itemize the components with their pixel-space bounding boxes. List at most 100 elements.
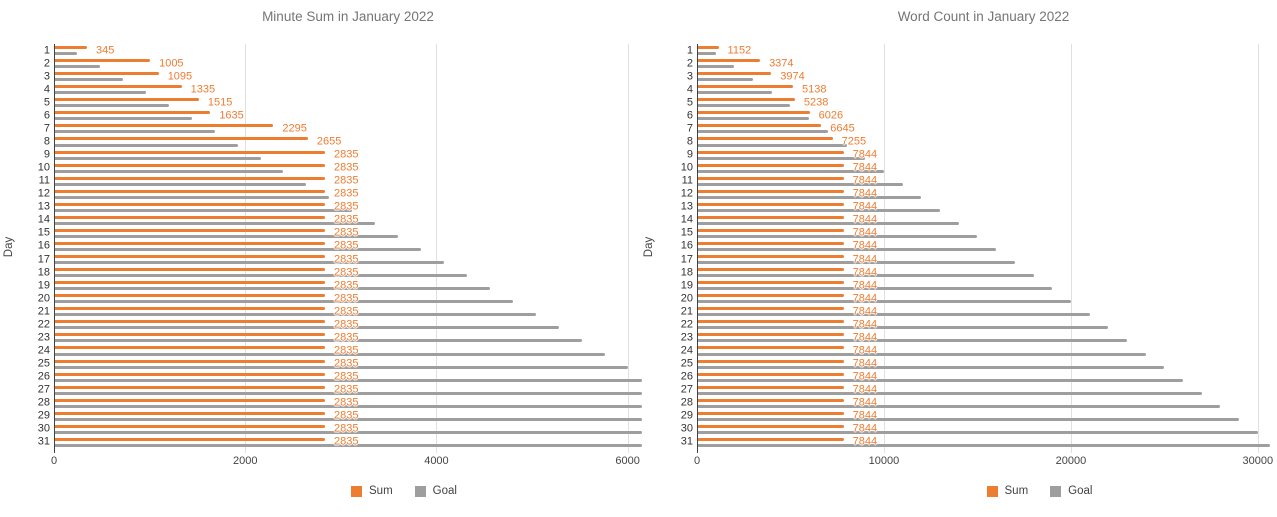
goal-bar[interactable] bbox=[54, 156, 261, 160]
goal-bar[interactable] bbox=[697, 221, 959, 225]
goal-bar[interactable] bbox=[54, 443, 642, 447]
sum-bar[interactable] bbox=[54, 346, 326, 350]
sum-bar[interactable] bbox=[54, 241, 326, 245]
goal-bar[interactable] bbox=[697, 287, 1053, 291]
sum-bar[interactable] bbox=[54, 202, 326, 206]
goal-bar[interactable] bbox=[54, 365, 628, 369]
sum-bar[interactable] bbox=[697, 163, 844, 167]
sum-bar[interactable] bbox=[697, 215, 844, 219]
goal-bar[interactable] bbox=[697, 52, 716, 56]
sum-bar[interactable] bbox=[697, 189, 844, 193]
sum-bar[interactable] bbox=[54, 111, 211, 115]
goal-bar[interactable] bbox=[54, 287, 490, 291]
goal-bar[interactable] bbox=[54, 430, 642, 434]
sum-bar[interactable] bbox=[697, 176, 844, 180]
goal-bar[interactable] bbox=[697, 261, 1015, 265]
sum-bar[interactable] bbox=[54, 98, 199, 102]
sum-bar[interactable] bbox=[697, 281, 844, 285]
sum-bar[interactable] bbox=[697, 124, 822, 128]
goal-bar[interactable] bbox=[697, 78, 754, 82]
goal-bar[interactable] bbox=[697, 143, 847, 147]
sum-bar[interactable] bbox=[54, 372, 326, 376]
goal-bar[interactable] bbox=[697, 208, 941, 212]
goal-bar[interactable] bbox=[697, 65, 735, 69]
sum-bar[interactable] bbox=[697, 307, 844, 311]
sum-bar[interactable] bbox=[697, 241, 844, 245]
goal-bar[interactable] bbox=[697, 248, 997, 251]
sum-bar[interactable] bbox=[697, 372, 844, 376]
sum-bar[interactable] bbox=[54, 268, 326, 272]
goal-bar[interactable] bbox=[697, 104, 791, 108]
goal-bar[interactable] bbox=[697, 378, 1184, 382]
goal-bar[interactable] bbox=[697, 391, 1202, 395]
goal-bar[interactable] bbox=[54, 300, 513, 304]
goal-bar[interactable] bbox=[697, 274, 1034, 278]
sum-bar[interactable] bbox=[54, 59, 151, 63]
sum-bar[interactable] bbox=[54, 385, 326, 389]
sum-bar[interactable] bbox=[697, 59, 761, 63]
sum-bar[interactable] bbox=[54, 215, 326, 219]
goal-bar[interactable] bbox=[54, 143, 238, 147]
goal-bar[interactable] bbox=[697, 156, 866, 160]
goal-bar[interactable] bbox=[54, 339, 582, 343]
sum-bar[interactable] bbox=[54, 255, 326, 258]
sum-bar[interactable] bbox=[54, 189, 326, 193]
goal-bar[interactable] bbox=[54, 274, 468, 278]
goal-bar[interactable] bbox=[697, 130, 828, 134]
goal-bar[interactable] bbox=[697, 352, 1146, 356]
goal-bar[interactable] bbox=[54, 169, 284, 173]
goal-bar[interactable] bbox=[697, 234, 978, 238]
sum-bar[interactable] bbox=[54, 124, 274, 128]
sum-bar[interactable] bbox=[54, 294, 326, 298]
goal-bar[interactable] bbox=[54, 91, 146, 95]
sum-bar[interactable] bbox=[54, 150, 326, 154]
sum-bar[interactable] bbox=[697, 72, 772, 76]
sum-bar[interactable] bbox=[54, 46, 87, 49]
goal-bar[interactable] bbox=[54, 234, 399, 238]
sum-bar[interactable] bbox=[54, 163, 326, 167]
goal-bar[interactable] bbox=[54, 182, 307, 186]
goal-bar[interactable] bbox=[697, 430, 1258, 434]
goal-bar[interactable] bbox=[697, 117, 810, 121]
sum-bar[interactable] bbox=[54, 359, 326, 363]
sum-bar[interactable] bbox=[697, 85, 794, 89]
plot-area[interactable]: 0 10000 20000 30000 1 1152 2 3374 3 3974 4 5138 5 523… bbox=[681, 44, 1273, 467]
goal-bar[interactable] bbox=[54, 52, 77, 56]
sum-bar[interactable] bbox=[54, 85, 182, 89]
goal-bar[interactable] bbox=[697, 339, 1127, 343]
sum-bar[interactable] bbox=[697, 398, 844, 402]
sum-bar[interactable] bbox=[697, 202, 844, 206]
goal-bar[interactable] bbox=[54, 352, 605, 356]
goal-bar[interactable] bbox=[54, 326, 559, 330]
goal-bar[interactable] bbox=[54, 117, 192, 121]
plot-area[interactable]: 0 2000 4000 6000 1 345 2 1005 3 1095 4 1335 5 1515 6 16… bbox=[38, 44, 642, 467]
sum-bar[interactable] bbox=[54, 333, 326, 337]
goal-bar[interactable] bbox=[697, 195, 922, 199]
goal-bar[interactable] bbox=[54, 65, 100, 69]
sum-bar[interactable] bbox=[697, 268, 844, 272]
sum-bar[interactable] bbox=[697, 424, 844, 428]
sum-bar[interactable] bbox=[697, 359, 844, 363]
goal-bar[interactable] bbox=[54, 208, 353, 212]
goal-bar[interactable] bbox=[54, 221, 376, 225]
sum-bar[interactable] bbox=[697, 411, 844, 415]
goal-bar[interactable] bbox=[697, 313, 1090, 317]
goal-bar[interactable] bbox=[54, 248, 422, 251]
goal-bar[interactable] bbox=[697, 182, 903, 186]
sum-bar[interactable] bbox=[697, 137, 833, 141]
goal-bar[interactable] bbox=[697, 169, 884, 173]
sum-bar[interactable] bbox=[54, 72, 159, 76]
goal-bar[interactable] bbox=[54, 261, 445, 265]
goal-bar[interactable] bbox=[54, 195, 330, 199]
goal-bar[interactable] bbox=[54, 104, 169, 108]
goal-bar[interactable] bbox=[697, 443, 1270, 447]
sum-bar[interactable] bbox=[697, 46, 719, 49]
goal-bar[interactable] bbox=[54, 130, 215, 134]
sum-bar[interactable] bbox=[697, 346, 844, 350]
sum-bar[interactable] bbox=[697, 228, 844, 232]
sum-bar[interactable] bbox=[697, 385, 844, 389]
sum-bar[interactable] bbox=[54, 176, 326, 180]
sum-bar[interactable] bbox=[54, 137, 308, 141]
goal-bar[interactable] bbox=[54, 378, 642, 382]
sum-bar[interactable] bbox=[697, 333, 844, 337]
